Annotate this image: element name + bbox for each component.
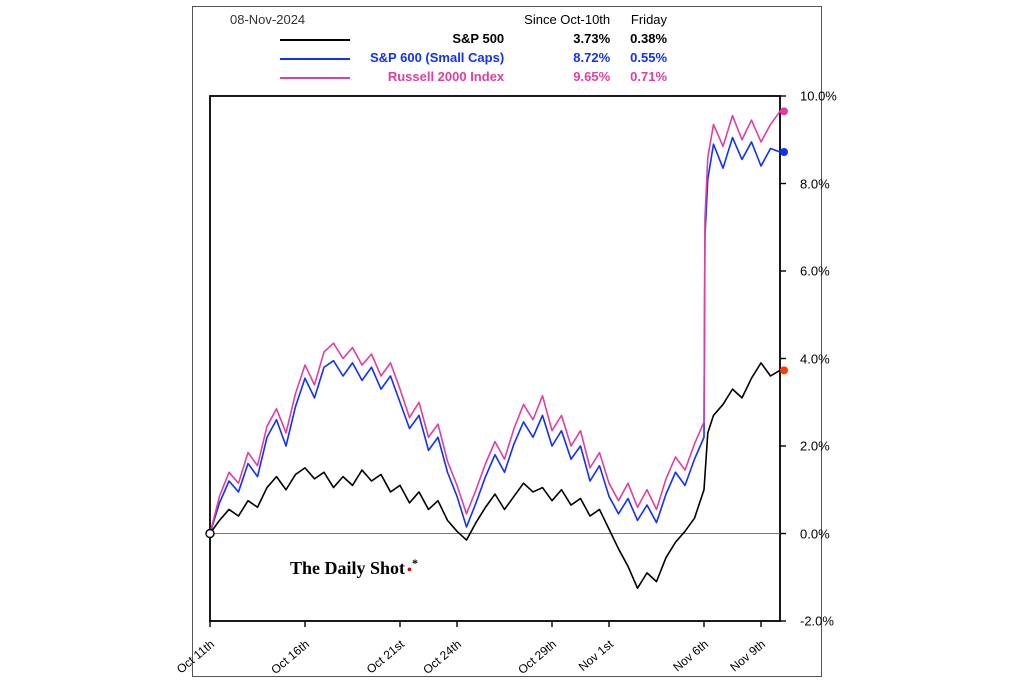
line-chart [200,86,790,631]
end-marker [780,366,788,374]
legend-swatch [280,77,350,79]
legend-swatch [280,58,350,60]
watermark: The Daily Shot•* [290,556,418,579]
legend-swatch [280,39,350,41]
y-tick-label: 8.0% [800,176,830,191]
watermark-text: The Daily Shot [290,558,405,578]
legend-series-name: Russell 2000 Index [360,67,514,86]
legend-row: Russell 2000 Index9.65%0.71% [270,67,677,86]
legend-row: S&P 600 (Small Caps)8.72%0.55% [270,48,677,67]
legend-row: S&P 5003.73%0.38% [270,29,677,48]
col-friday-header: Friday [620,10,677,29]
legend-series-name: S&P 500 [360,29,514,48]
y-tick-label: 6.0% [800,264,830,279]
watermark-dot: • [405,563,412,578]
end-marker [780,107,788,115]
legend-series-name: S&P 600 (Small Caps) [360,48,514,67]
legend-table: Since Oct-10th Friday S&P 5003.73%0.38%S… [270,10,677,86]
y-tick-label: 0.0% [800,526,830,541]
end-marker [780,148,788,156]
legend-since-value: 8.72% [514,48,620,67]
legend-friday-value: 0.55% [620,48,677,67]
y-tick-label: 2.0% [800,439,830,454]
col-since-header: Since Oct-10th [514,10,620,29]
legend-friday-value: 0.38% [620,29,677,48]
y-tick-label: -2.0% [800,614,834,629]
legend-friday-value: 0.71% [620,67,677,86]
y-tick-label: 4.0% [800,351,830,366]
legend-since-value: 3.73% [514,29,620,48]
y-tick-label: 10.0% [800,89,837,104]
watermark-suffix: * [412,556,418,570]
legend-since-value: 9.65% [514,67,620,86]
chart-canvas: 08-Nov-2024 Since Oct-10th Friday S&P 50… [0,0,1024,683]
start-marker [206,530,214,538]
series-line [210,111,780,533]
